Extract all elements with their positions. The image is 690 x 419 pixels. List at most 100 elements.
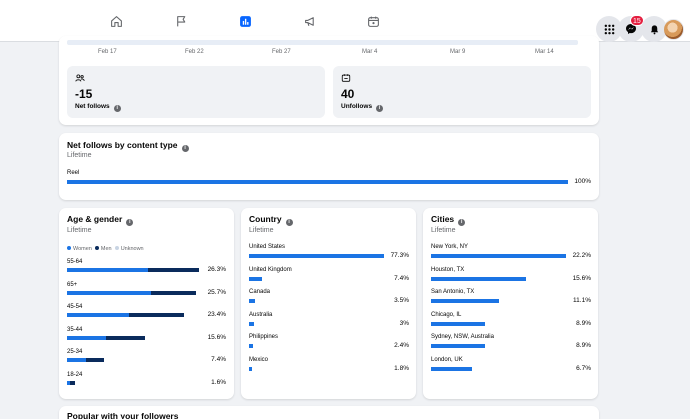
content-type-title: Net follows by content type i <box>67 140 189 152</box>
country-value: 77.3% <box>390 252 409 259</box>
country-bar <box>249 277 262 281</box>
chart-date-label: Feb 17 <box>98 49 117 55</box>
country-subtitle: Lifetime <box>249 227 274 234</box>
country-value: 2.4% <box>394 342 409 349</box>
chart-date-label: Mar 4 <box>362 49 378 55</box>
men-bar <box>85 358 104 362</box>
content-type-label: Reel <box>67 170 80 176</box>
popular-title: Popular with your followers <box>67 411 179 419</box>
info-icon[interactable]: i <box>458 219 466 226</box>
country-bar <box>249 254 384 258</box>
flag-icon <box>176 15 185 26</box>
country-value: 3% <box>399 320 409 327</box>
age-gender-title: Age & gender i <box>67 214 134 226</box>
age-group-value: 1.6% <box>211 379 226 386</box>
nav-tab-ads[interactable] <box>280 0 340 42</box>
legend-dot-women <box>67 246 71 250</box>
city-label: New York, NY <box>431 244 469 250</box>
net-follows-value: -15 <box>75 87 93 101</box>
info-icon[interactable]: i <box>376 105 384 112</box>
info-icon[interactable]: i <box>113 105 121 112</box>
age-group-value: 25.7% <box>207 289 226 296</box>
women-bar <box>67 358 86 362</box>
info-icon[interactable]: i <box>285 219 293 226</box>
age-group-label: 25-34 <box>67 349 83 355</box>
country-label: United Kingdom <box>249 267 292 273</box>
content-type-subtitle: Lifetime <box>67 152 92 159</box>
city-bar <box>431 344 486 348</box>
nav-tab-calendar[interactable] <box>343 0 403 42</box>
country-label: United States <box>249 244 286 250</box>
content-type-value: 100% <box>574 178 591 185</box>
age-group-label: 35-44 <box>67 327 83 333</box>
chart-date-label: Feb 27 <box>272 49 291 55</box>
unfollows-label: Unfollows i <box>341 103 384 112</box>
popular-card <box>59 406 599 419</box>
messenger-icon <box>626 24 636 34</box>
city-value: 6.7% <box>576 365 591 372</box>
women-bar <box>67 291 151 295</box>
unfollow-icon <box>341 74 351 82</box>
city-label: Chicago, IL <box>431 312 462 318</box>
content-type-card <box>59 133 599 200</box>
country-title: Country i <box>249 214 293 226</box>
country-label: Philippines <box>249 334 279 340</box>
women-bar <box>67 268 148 272</box>
legend-dot-unknown <box>114 246 119 250</box>
city-value: 22.2% <box>572 252 591 259</box>
nav-tab-pages[interactable] <box>151 0 211 42</box>
country-bar <box>249 367 253 371</box>
age-group-label: 45-54 <box>67 304 83 310</box>
country-value: 7.4% <box>394 275 409 282</box>
net-follows-label: Net follows i <box>75 103 121 112</box>
men-bar <box>151 291 196 295</box>
country-bar <box>249 344 254 348</box>
calendar-icon <box>367 16 379 27</box>
chart-date-label: Mar 9 <box>450 49 466 55</box>
notifications-button[interactable] <box>641 16 667 42</box>
city-label: London, UK <box>431 357 463 363</box>
age-group-label: 65+ <box>67 282 78 288</box>
unfollows-value: 40 <box>341 87 355 101</box>
home-icon <box>110 15 122 27</box>
city-value: 8.9% <box>576 320 591 327</box>
city-bar <box>431 367 472 371</box>
age-gender-legend: Women Men Unknown <box>67 246 144 252</box>
net-follows-stat: -15 Net follows i <box>67 66 325 118</box>
megaphone-icon <box>304 16 314 26</box>
country-value: 3.5% <box>394 297 409 304</box>
men-bar <box>70 381 75 385</box>
women-bar <box>67 381 70 385</box>
city-label: San Antonio, TX <box>431 289 475 295</box>
age-group-label: 18-24 <box>67 372 83 378</box>
bar-chart-icon <box>239 15 251 27</box>
men-bar <box>128 313 184 317</box>
age-group-value: 23.4% <box>207 311 226 318</box>
cities-subtitle: Lifetime <box>431 227 456 234</box>
chart-date-label: Mar 14 <box>535 49 554 55</box>
info-icon[interactable]: i <box>181 145 189 152</box>
nav-tab-home[interactable] <box>86 0 146 42</box>
women-bar <box>67 313 129 317</box>
men-bar <box>106 336 145 340</box>
city-bar <box>431 322 486 326</box>
grid-icon <box>604 24 614 34</box>
profile-avatar[interactable] <box>663 19 684 40</box>
city-label: Sydney, NSW, Australia <box>431 334 494 340</box>
country-card <box>241 208 416 399</box>
city-bar <box>431 277 526 281</box>
country-label: Australia <box>249 312 273 318</box>
content-type-bar <box>67 180 568 184</box>
country-label: Canada <box>249 289 271 295</box>
city-value: 8.9% <box>576 342 591 349</box>
menu-grid-button[interactable] <box>596 16 622 42</box>
info-icon[interactable]: i <box>126 219 134 226</box>
chart-baseline <box>67 40 578 45</box>
age-group-label: 55-64 <box>67 259 83 265</box>
chart-date-label: Feb 22 <box>185 49 204 55</box>
bell-icon <box>650 24 658 34</box>
city-label: Houston, TX <box>431 267 465 273</box>
age-gender-card <box>59 208 234 399</box>
city-value: 15.6% <box>572 275 591 282</box>
country-bar <box>249 322 255 326</box>
